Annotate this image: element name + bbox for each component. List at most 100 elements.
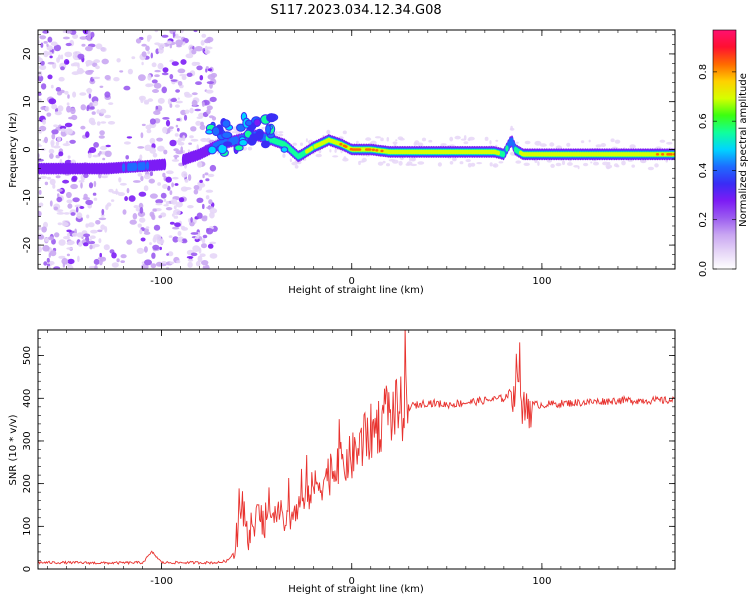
spectrogram-noise-cell: [48, 148, 55, 154]
spectrogram-noise-cell: [40, 83, 47, 90]
spectrogram-noise-cell: [45, 51, 53, 56]
spectrogram-noise-cell: [38, 144, 43, 147]
spectrogram-noise-cell: [162, 126, 168, 134]
spectrogram-noise-cell: [56, 136, 62, 142]
spectrogram-halo-cell: [395, 139, 398, 142]
spectrogram-noise-cell: [101, 58, 109, 65]
spectrogram-halo-cell: [602, 161, 609, 166]
spectrogram-noise-cell: [53, 266, 61, 269]
spectrogram-noise-cell: [141, 43, 147, 47]
spectrogram-halo-cell: [261, 126, 266, 129]
spectrogram-halo-cell: [470, 162, 476, 167]
spectrogram-noise-cell: [165, 119, 171, 127]
spectrogram-blob: [280, 146, 289, 153]
spectrogram-noise-cell: [104, 226, 108, 233]
spectrogram-noise-cell: [206, 228, 214, 235]
spectrogram-halo-cell: [467, 162, 472, 168]
snr-x-label: Height of straight line (km): [288, 584, 424, 595]
spectrogram-noise-cell: [160, 63, 164, 69]
spectrogram-noise-cell: [172, 176, 179, 180]
spectrogram-noise-cell: [71, 232, 78, 237]
spectrogram-noise-cell: [64, 122, 73, 128]
spectrogram-halo-cell: [666, 141, 673, 145]
spectrogram-noise-cell: [56, 196, 63, 203]
spectrogram-noise-cell: [43, 41, 48, 44]
spectrogram-noise-cell: [72, 197, 80, 203]
spectrogram-noise-cell: [162, 172, 166, 178]
spectrogram-noise-cell: [47, 74, 53, 80]
spectrogram-noise-cell: [143, 246, 148, 253]
spectrogram-halo-cell: [593, 161, 599, 166]
spectrogram-noise-cell: [145, 45, 150, 52]
spectrogram-noise-cell: [89, 244, 93, 250]
spectrogram-noise-cell: [161, 86, 167, 94]
spectrogram-noise-cell: [153, 224, 161, 231]
spectrogram-noise-cell: [38, 226, 42, 231]
spectrogram-noise-cell: [120, 260, 125, 263]
spectrogram-noise-cell: [185, 53, 194, 59]
spectrogram-noise-cell: [69, 139, 76, 144]
spectrogram-noise-cell: [75, 206, 79, 213]
spectrogram-halo-cell: [356, 140, 359, 144]
spectrogram-noise-cell: [123, 85, 131, 91]
spectrogram-noise-cell: [167, 251, 174, 257]
spectrogram-halo-cell: [534, 140, 542, 146]
spectrogram-noise-cell: [190, 232, 199, 235]
spectrogram-noise-cell: [86, 214, 90, 219]
spectrogram-halo-cell: [409, 157, 412, 162]
spectrogram-noise-cell: [39, 35, 47, 40]
spectrogram-noise-cell: [87, 240, 96, 245]
spectrogram-noise-cell: [52, 145, 61, 149]
spectrogram-noise-cell: [63, 212, 70, 215]
spectrogram-noise-cell: [93, 180, 97, 188]
spectrogram-noise-cell: [122, 209, 127, 215]
spectrogram-noise-cell: [147, 83, 154, 87]
spectrogram-noise-cell: [53, 44, 62, 52]
spectrogram-halo-cell: [413, 142, 417, 146]
spectrogram-noise-cell: [85, 131, 90, 138]
spectrogram-noise-cell: [101, 175, 109, 179]
spectrogram-noise-cell: [205, 195, 210, 200]
spectrogram-halo-cell: [292, 142, 297, 146]
spectrogram-noise-cell: [184, 109, 190, 114]
spectrogram-noise-cell: [51, 104, 58, 110]
spectrogram-noise-cell: [177, 236, 184, 243]
spectrogram-noise-cell: [170, 198, 178, 205]
spectrogram-noise-cell: [47, 236, 55, 241]
spectrogram-noise-cell: [149, 171, 153, 177]
spectrogram-halo-cell: [398, 160, 403, 166]
spectrogram-noise-cell: [187, 174, 192, 181]
spectrogram-noise-cell: [149, 242, 152, 246]
spectrogram-noise-cell: [194, 108, 201, 112]
spectrogram-halo-cell: [614, 139, 621, 144]
spectrogram-noise-cell: [68, 240, 75, 244]
spectrogram-noise-cell: [169, 190, 173, 196]
spectrogram-noise-cell: [99, 130, 105, 136]
spectrogram-noise-cell: [179, 73, 187, 77]
spectrogram-noise-cell: [54, 232, 60, 238]
spectrogram-halo-cell: [546, 159, 552, 163]
spectrogram-halo-cell: [459, 161, 464, 165]
spectrogram-noise-cell: [93, 100, 99, 107]
spectrogram-noise-cell: [58, 255, 66, 259]
spectrogram-noise-cell: [124, 196, 128, 202]
spectrogram-halo-cell: [289, 158, 292, 163]
spectrogram-noise-cell: [40, 42, 44, 48]
spectrogram-noise-cell: [49, 153, 54, 160]
spectrogram-noise-cell: [100, 145, 107, 151]
spectrogram-noise-cell: [168, 126, 174, 130]
spectrogram-noise-cell: [145, 226, 150, 229]
spectrogram-noise-cell: [42, 245, 50, 252]
spectrogram-noise-cell: [181, 227, 188, 231]
spectrogram-noise-cell: [183, 91, 190, 96]
spectrogram-noise-cell: [43, 261, 48, 266]
spectrogram-halo-cell: [386, 137, 390, 142]
spectrogram-noise-cell: [157, 97, 165, 104]
spectrogram-noise-cell: [154, 42, 161, 46]
spectrogram-noise-cell: [175, 100, 183, 104]
spectrogram-marks: [38, 30, 675, 269]
spectrogram-noise-cell: [98, 135, 105, 139]
spectrogram-noise-cell: [174, 104, 180, 108]
spectrogram-noise-cell: [211, 116, 217, 121]
spectrogram-noise-cell: [210, 72, 218, 78]
